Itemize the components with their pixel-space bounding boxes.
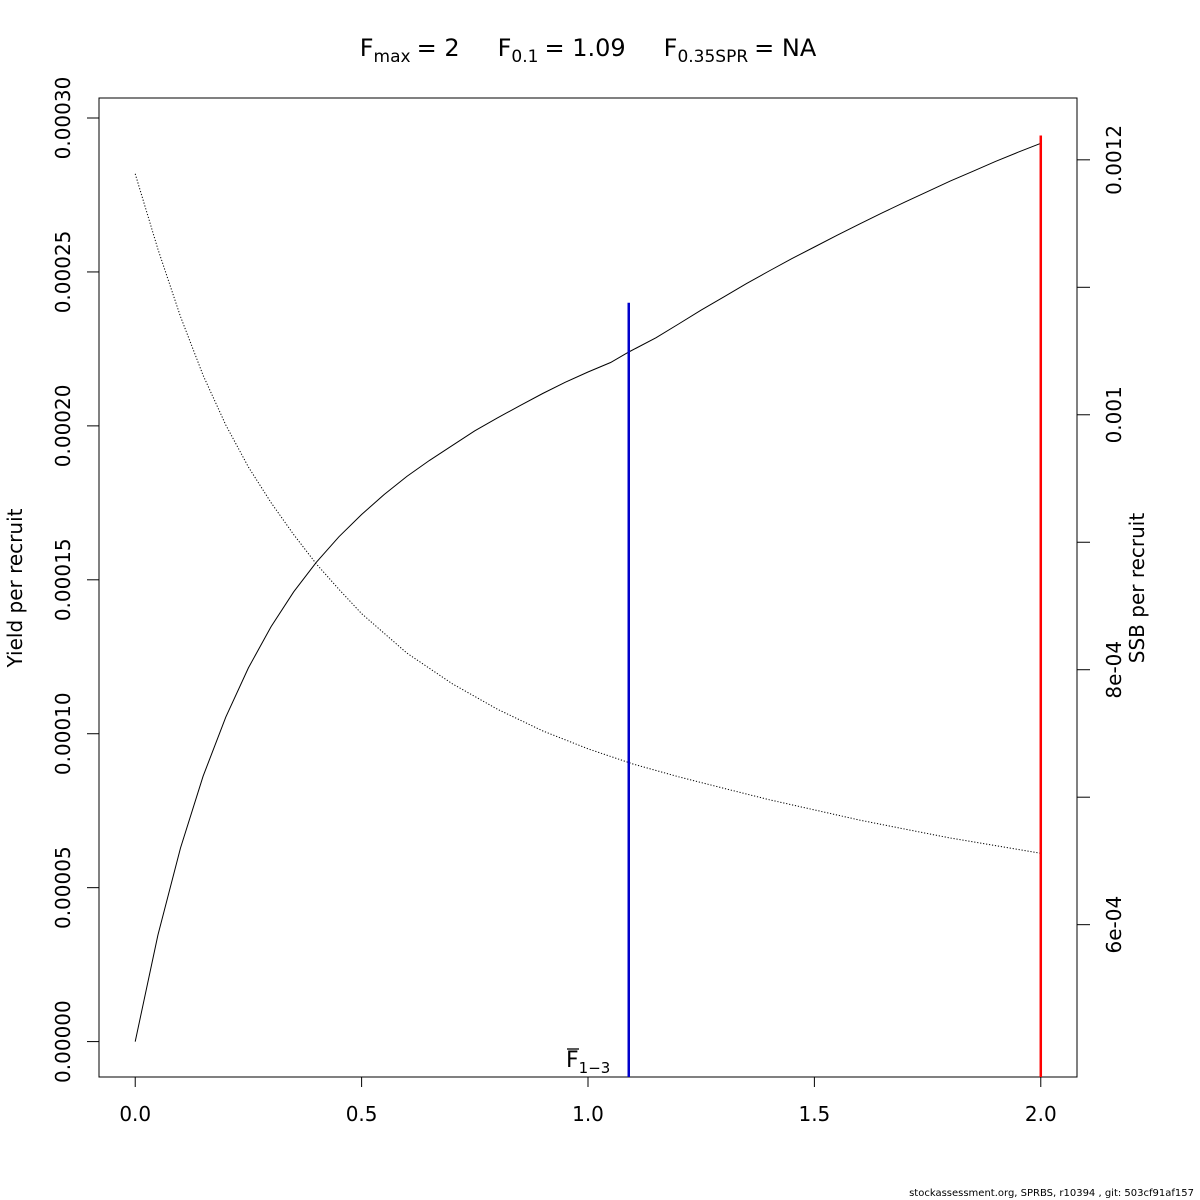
chart-title: Fmax = 2 F0.1 = 1.09 F0.35SPR = NA: [360, 34, 817, 67]
footer-credit: stockassessment.org, SPRBS, r10394 , git…: [909, 1188, 1194, 1199]
y-left-tick-label: 0.00010: [51, 692, 75, 775]
title-fmax-value: = 2: [417, 34, 460, 62]
y-left-tick-label: 0.00005: [51, 846, 75, 929]
plot-frame: [98, 97, 1078, 1078]
y-left-tick-label: 0.00025: [51, 231, 75, 314]
yield-per-recruit-line: [134, 142, 1041, 1042]
y-axis-right: 6e-04 8e-04 0.001 0.0012: [1076, 125, 1126, 954]
x-tick-label: 0.5: [346, 1102, 378, 1126]
x-tick-label: 1.5: [798, 1102, 830, 1126]
y-left-tick-label: 0.00015: [51, 538, 75, 621]
title-f01-symbol: F: [498, 34, 512, 62]
reference-lines: [627, 135, 1043, 1077]
y-right-tick-label: 8e-04: [1102, 641, 1126, 699]
ssb-per-recruit-line: [134, 173, 1041, 854]
x-tick-label: 1.0: [572, 1102, 604, 1126]
title-fspr-symbol: F: [664, 34, 678, 62]
x-axis: 0.0 0.5 1.0 1.5 2.0: [119, 1076, 1057, 1126]
title-fmax-subscript: max: [374, 47, 411, 67]
y-axis-left: 0.00000 0.00005 0.00010 0.00015 0.00020 0.000…: [51, 77, 100, 1083]
y-left-tick-label: 0.00000: [51, 1000, 75, 1083]
x-tick-label: 0.0: [119, 1102, 151, 1126]
y-axis-left-label: Yield per recruit: [3, 508, 27, 668]
title-f01-value: = 1.09: [544, 34, 625, 62]
x-label-symbol: F: [566, 1048, 579, 1073]
x-axis-label: F1−3: [566, 1048, 610, 1077]
y-left-tick-label: 0.00030: [51, 77, 75, 160]
y-right-tick-label: 0.001: [1102, 386, 1126, 443]
title-fspr-subscript: 0.35SPR: [677, 47, 748, 67]
y-right-tick-label: 0.0012: [1102, 125, 1126, 195]
y-axis-right-label: SSB per recruit: [1125, 513, 1149, 664]
title-fmax-symbol: F: [360, 34, 374, 62]
x-label-subscript: 1−3: [579, 1059, 611, 1077]
title-f01-subscript: 0.1: [511, 47, 538, 67]
title-fspr-value: = NA: [754, 34, 817, 62]
series-layer: [134, 142, 1041, 1042]
y-right-tick-label: 6e-04: [1102, 896, 1126, 954]
x-tick-label: 2.0: [1025, 1102, 1057, 1126]
y-left-tick-label: 0.00020: [51, 385, 75, 468]
